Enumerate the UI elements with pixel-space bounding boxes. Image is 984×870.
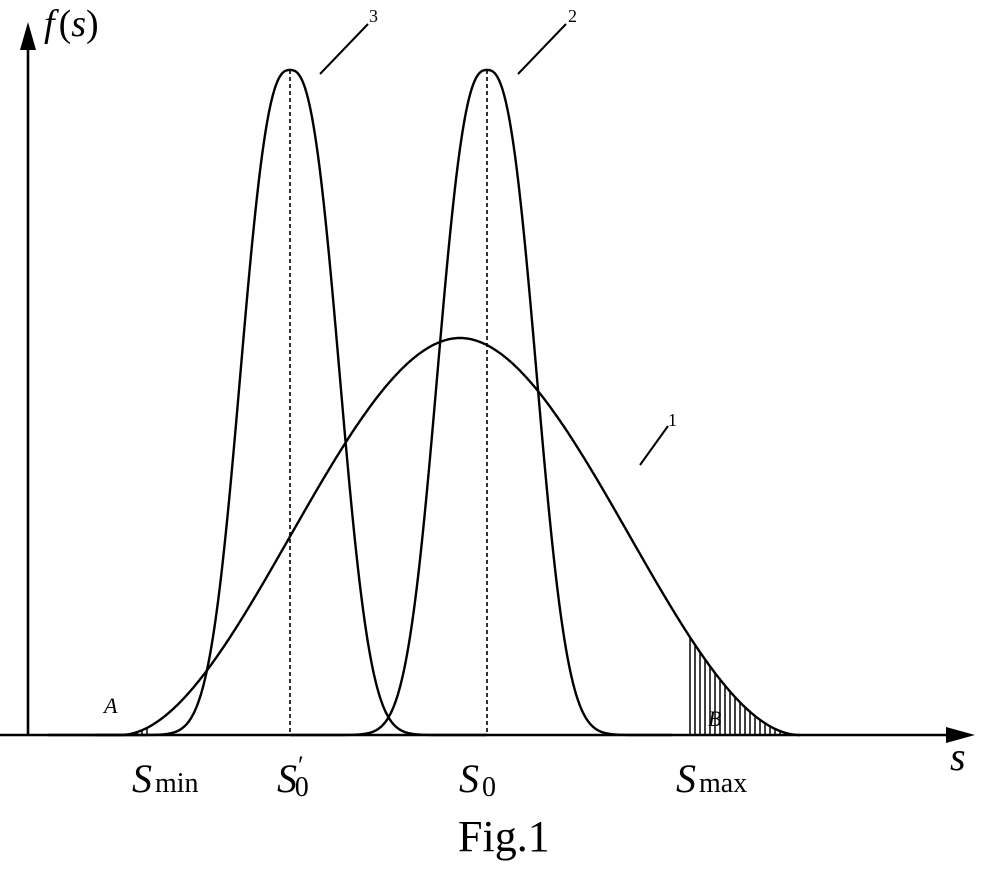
y-axis-label: f (s) [44, 3, 99, 45]
x-axis-arrowhead [946, 727, 975, 743]
figure-caption: Fig.1 [458, 812, 550, 861]
curve-1-wide-distribution [47, 336, 801, 737]
curve-1-leader [639, 425, 669, 466]
curve-3-leader [319, 23, 369, 75]
region-a-label: A [102, 693, 118, 718]
region-b-label: B [708, 706, 721, 731]
curve-3-label: 3 [369, 6, 378, 26]
curve-2-label: 2 [568, 6, 577, 26]
y-axis-arrowhead [20, 22, 36, 50]
hatched-region-right-tail [689, 637, 796, 735]
curve-1-label: 1 [668, 410, 677, 430]
curve-2-narrow-distribution-at-s0 [289, 68, 673, 737]
x-axis-label: s [950, 734, 966, 779]
tick-label-s0-prime: S′ 0 [277, 751, 309, 803]
curve-2-leader [517, 23, 567, 75]
curve-3-narrow-distribution-at-s0-prime [94, 68, 488, 737]
